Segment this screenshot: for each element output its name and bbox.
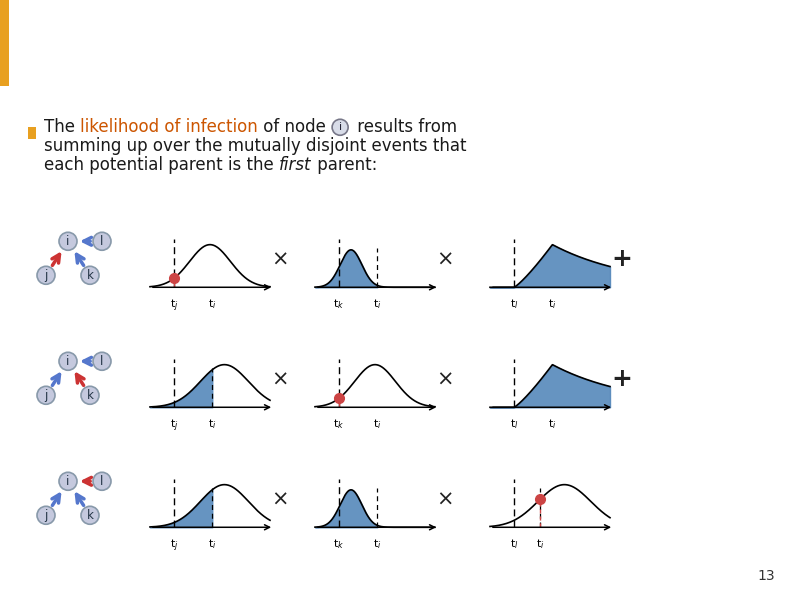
Text: t$_j$: t$_j$ <box>170 417 179 434</box>
Text: first: first <box>279 156 311 174</box>
Text: ×: × <box>436 489 453 509</box>
Text: ×: × <box>436 369 453 389</box>
Text: of node: of node <box>258 118 331 136</box>
Text: The: The <box>44 118 80 136</box>
Text: t$_l$: t$_l$ <box>510 417 518 431</box>
Text: results from: results from <box>352 118 457 136</box>
Text: t$_i$: t$_i$ <box>548 298 557 311</box>
Text: t$_k$: t$_k$ <box>333 298 345 311</box>
Text: k: k <box>87 509 94 522</box>
Text: ×: × <box>436 249 453 270</box>
Text: k: k <box>87 269 94 282</box>
Text: Likelihood of an infection: Likelihood of an infection <box>18 29 436 57</box>
Text: t$_k$: t$_k$ <box>333 417 345 431</box>
Circle shape <box>93 352 111 370</box>
Text: j: j <box>44 269 48 282</box>
Text: k: k <box>87 389 94 402</box>
Circle shape <box>81 267 99 284</box>
Circle shape <box>81 506 99 524</box>
Text: t$_i$: t$_i$ <box>208 537 217 551</box>
Text: t$_l$: t$_l$ <box>510 537 518 551</box>
Circle shape <box>93 472 111 490</box>
Text: i: i <box>338 123 341 132</box>
Text: l: l <box>100 475 104 488</box>
Circle shape <box>59 232 77 250</box>
Text: t$_i$: t$_i$ <box>373 417 382 431</box>
Text: t$_i$: t$_i$ <box>536 537 545 551</box>
Text: t$_i$: t$_i$ <box>373 537 382 551</box>
Text: i: i <box>67 355 70 368</box>
Text: likelihood of infection: likelihood of infection <box>80 118 258 136</box>
Circle shape <box>93 232 111 250</box>
Bar <box>28 127 36 139</box>
Text: +: + <box>611 248 633 271</box>
Text: i: i <box>67 475 70 488</box>
Text: ×: × <box>272 489 289 509</box>
Text: +: + <box>611 367 633 392</box>
Text: j: j <box>44 389 48 402</box>
Text: t$_i$: t$_i$ <box>208 298 217 311</box>
Text: t$_l$: t$_l$ <box>510 298 518 311</box>
Text: l: l <box>100 355 104 368</box>
Text: l: l <box>100 235 104 248</box>
Text: t$_k$: t$_k$ <box>333 537 345 551</box>
Text: t$_i$: t$_i$ <box>373 298 382 311</box>
Circle shape <box>59 472 77 490</box>
Text: t$_i$: t$_i$ <box>548 417 557 431</box>
Circle shape <box>81 386 99 404</box>
Text: summing up over the mutually disjoint events that: summing up over the mutually disjoint ev… <box>44 137 467 155</box>
Text: 13: 13 <box>757 569 775 583</box>
Text: t$_j$: t$_j$ <box>170 298 179 314</box>
Bar <box>0 0 9 86</box>
Circle shape <box>59 352 77 370</box>
Circle shape <box>37 506 55 524</box>
Circle shape <box>37 267 55 284</box>
Text: each potential parent is the: each potential parent is the <box>44 156 279 174</box>
Text: t$_i$: t$_i$ <box>208 417 217 431</box>
Text: ×: × <box>272 369 289 389</box>
Circle shape <box>37 386 55 404</box>
Circle shape <box>332 119 348 135</box>
Text: i: i <box>67 235 70 248</box>
Text: t$_j$: t$_j$ <box>170 537 179 554</box>
Text: ×: × <box>272 249 289 270</box>
Text: j: j <box>44 509 48 522</box>
Text: parent:: parent: <box>311 156 377 174</box>
